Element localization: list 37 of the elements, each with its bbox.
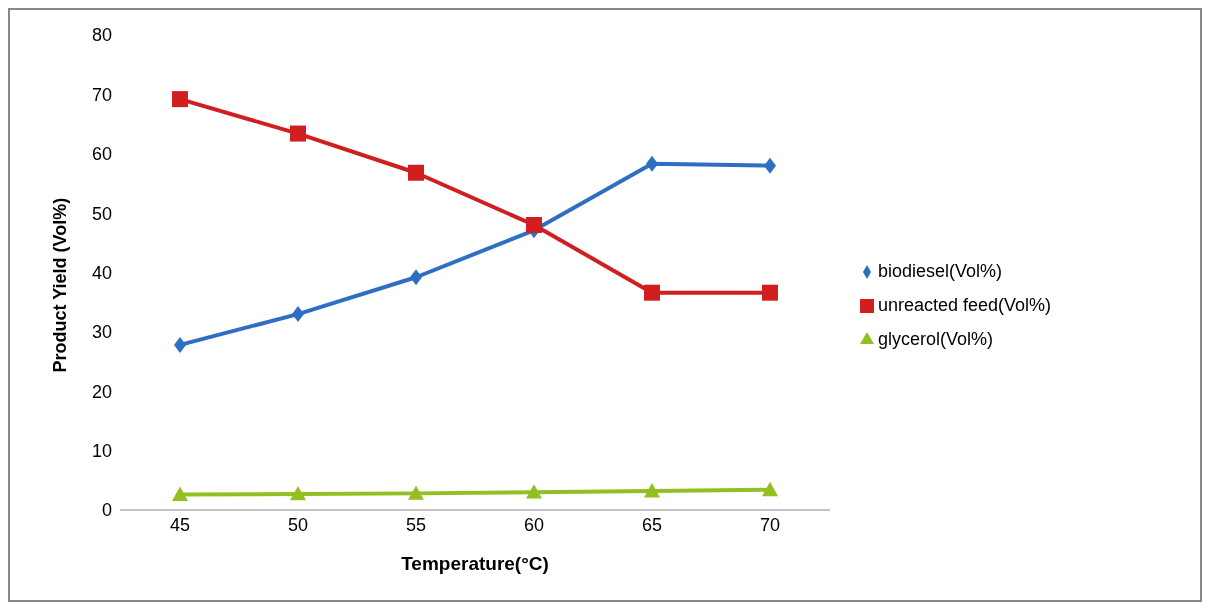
y-tick-label: 80: [91, 25, 112, 46]
legend-label: glycerol(Vol%): [878, 329, 994, 349]
y-tick-label: 10: [91, 441, 112, 462]
x-axis-title: Temperature(°C): [401, 553, 549, 574]
point: [174, 336, 186, 353]
point: [172, 486, 188, 501]
point: [646, 155, 658, 172]
y-tick-label: 0: [101, 500, 112, 521]
y-tick-label: 50: [91, 203, 112, 224]
x-tick-label: 65: [641, 514, 663, 535]
y-tick-label: 30: [91, 322, 112, 343]
point: [290, 125, 306, 142]
x-tick-label: 55: [405, 514, 427, 535]
point: [408, 485, 424, 500]
point: [764, 157, 776, 174]
y-tick-label: 70: [91, 84, 112, 105]
point: [290, 485, 306, 501]
x-tick-label: 45: [169, 514, 191, 535]
y-tick-label: 60: [91, 144, 112, 165]
point: [526, 217, 542, 233]
point: [644, 483, 660, 498]
y-tick-label: 40: [91, 262, 112, 283]
legend-label: biodiesel(Vol%): [878, 261, 1003, 281]
x-tick-label: 60: [523, 514, 545, 535]
point: [292, 306, 304, 323]
point: [762, 481, 778, 497]
point: [408, 164, 424, 181]
point: [410, 269, 422, 286]
point: [762, 284, 778, 301]
x-tick-label: 70: [759, 514, 781, 535]
x-tick-label: 50: [287, 514, 309, 535]
point: [172, 91, 188, 108]
y-axis-title: Product Yield (Vol%): [50, 197, 71, 373]
y-tick-label: 20: [91, 381, 112, 402]
point: [644, 284, 660, 301]
legend-label: unreacted feed(Vol%): [878, 295, 1052, 315]
point: [526, 484, 542, 499]
